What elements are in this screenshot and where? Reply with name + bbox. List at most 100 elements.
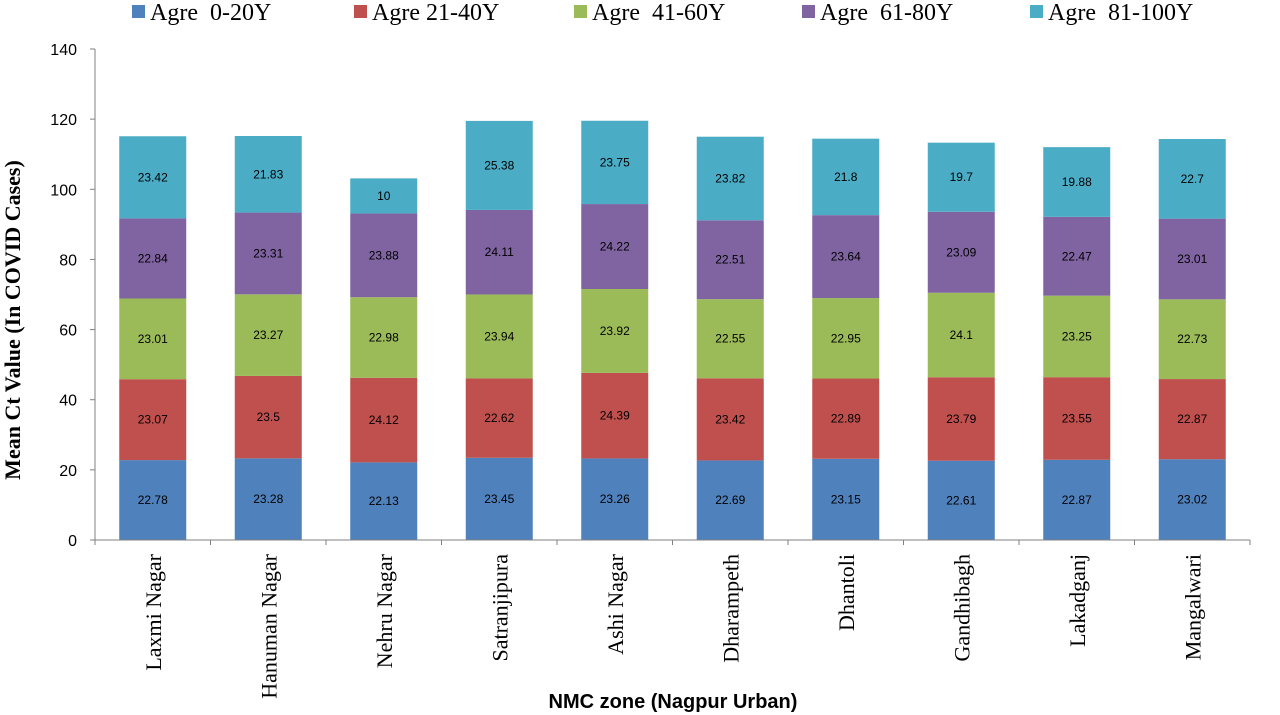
y-axis: 0 20 40 60 80 100 120 140 [50, 42, 96, 550]
x-category-label: Dhantoli [834, 554, 859, 631]
legend-swatch [574, 5, 587, 18]
data-label: 24.11 [485, 245, 514, 259]
bar-segment [1158, 139, 1226, 219]
x-category-label: Gandhibagh [949, 554, 974, 662]
bar-segment [812, 458, 880, 540]
bar-segment [1043, 216, 1111, 296]
bar-segment [1158, 218, 1226, 300]
data-label: 23.88 [369, 248, 399, 262]
data-label: 21.83 [253, 167, 283, 181]
data-label: 23.01 [1177, 252, 1207, 266]
data-label: 23.82 [715, 171, 745, 185]
bar-segment [927, 142, 995, 212]
y-tick-label: 120 [50, 112, 77, 129]
data-label: 19.88 [1062, 175, 1092, 189]
data-label: 23.92 [600, 324, 630, 338]
legend-label: Agre 0-20Y [150, 0, 271, 26]
data-label: 22.73 [1177, 332, 1207, 346]
bar-segment [812, 138, 880, 216]
bar-segment [234, 136, 302, 213]
data-label: 23.5 [257, 410, 281, 424]
bar-segment [234, 458, 302, 540]
data-label: 22.89 [831, 412, 861, 426]
legend-swatch [1030, 5, 1043, 18]
data-label: 21.8 [834, 170, 858, 184]
bar-segment [696, 378, 764, 461]
y-tick-label: 140 [50, 42, 77, 59]
bar-segment [812, 298, 880, 379]
x-category-label: Laxmi Nagar [141, 553, 166, 670]
data-label: 23.94 [484, 329, 514, 343]
bar-segment [1158, 299, 1226, 380]
legend-swatch [132, 5, 145, 18]
y-tick-label: 60 [59, 323, 77, 340]
data-label: 24.22 [600, 240, 630, 254]
y-tick-label: 80 [59, 252, 77, 269]
data-label: 22.61 [946, 493, 976, 507]
bar-segment [696, 220, 764, 300]
data-label: 22.87 [1177, 412, 1207, 426]
x-category-label: Lakadganj [1065, 554, 1090, 647]
x-category-label: Satranjipura [487, 554, 512, 662]
bar-segment [581, 204, 649, 289]
bar-segment [465, 294, 533, 379]
data-label: 10 [377, 189, 391, 203]
x-category-label: Nehru Nagar [372, 553, 397, 668]
legend-swatch [802, 5, 815, 18]
x-category-label: Dharampeth [718, 554, 743, 663]
data-label: 23.55 [1062, 411, 1092, 425]
bar-segment [119, 218, 187, 299]
bar-segment [465, 120, 533, 210]
bar-segment [696, 136, 764, 221]
data-label: 19.7 [950, 170, 974, 184]
bar-segment [1043, 459, 1111, 540]
data-label: 25.38 [484, 158, 514, 172]
data-label: 22.95 [831, 331, 861, 345]
bar-segment [812, 378, 880, 459]
data-label: 22.84 [138, 251, 168, 265]
data-label: 23.15 [831, 492, 861, 506]
data-label: 23.25 [1062, 329, 1092, 343]
data-label: 23.42 [138, 170, 168, 184]
bar-segment [927, 211, 995, 293]
bar-segment [581, 120, 649, 205]
bar-segment [234, 375, 302, 459]
y-tick-label: 100 [50, 182, 77, 199]
data-label: 22.51 [715, 253, 745, 267]
data-label: 23.28 [253, 492, 283, 506]
data-label: 23.64 [831, 250, 861, 264]
data-label: 22.55 [715, 332, 745, 346]
bar-segment [234, 294, 302, 376]
y-tick-label: 20 [59, 463, 77, 480]
bar-segment [1158, 459, 1226, 540]
bar-segment [1043, 295, 1111, 378]
data-label: 22.98 [369, 330, 399, 344]
legend-label: Agre 61-80Y [820, 0, 953, 26]
x-axis-title: NMC zone (Nagpur Urban) [549, 691, 798, 713]
data-label: 23.01 [138, 332, 168, 346]
data-label: 24.39 [600, 409, 630, 423]
bar-segment [927, 292, 995, 378]
data-label: 24.12 [369, 413, 399, 427]
bar-segment [234, 212, 302, 295]
x-axis: Laxmi Nagar Hanuman Nagar Nehru Nagar Satra… [94, 539, 1251, 699]
bar-segment [465, 209, 533, 295]
y-tick-label: 40 [59, 393, 77, 410]
data-label: 22.78 [138, 493, 168, 507]
data-label: 23.45 [484, 492, 514, 506]
data-label: 22.47 [1062, 249, 1092, 263]
bar-segment [350, 297, 418, 378]
data-label: 23.26 [600, 492, 630, 506]
data-label: 23.09 [946, 245, 976, 259]
bar-segment [812, 215, 880, 299]
data-label: 23.27 [253, 328, 283, 342]
data-label: 22.69 [715, 493, 745, 507]
data-label: 22.7 [1181, 172, 1205, 186]
data-label: 22.62 [484, 411, 514, 425]
y-axis-title: Mean Ct Value (In COVID Cases) [0, 160, 25, 480]
legend-swatch [354, 5, 367, 18]
chart-legend: Agre 0-20Y Agre 21-40Y Agre 41-60Y Agre 61-… [132, 0, 1193, 26]
legend-label: Agre 81-100Y [1048, 0, 1193, 26]
bar-segment [696, 460, 764, 540]
data-label: 23.79 [946, 412, 976, 426]
